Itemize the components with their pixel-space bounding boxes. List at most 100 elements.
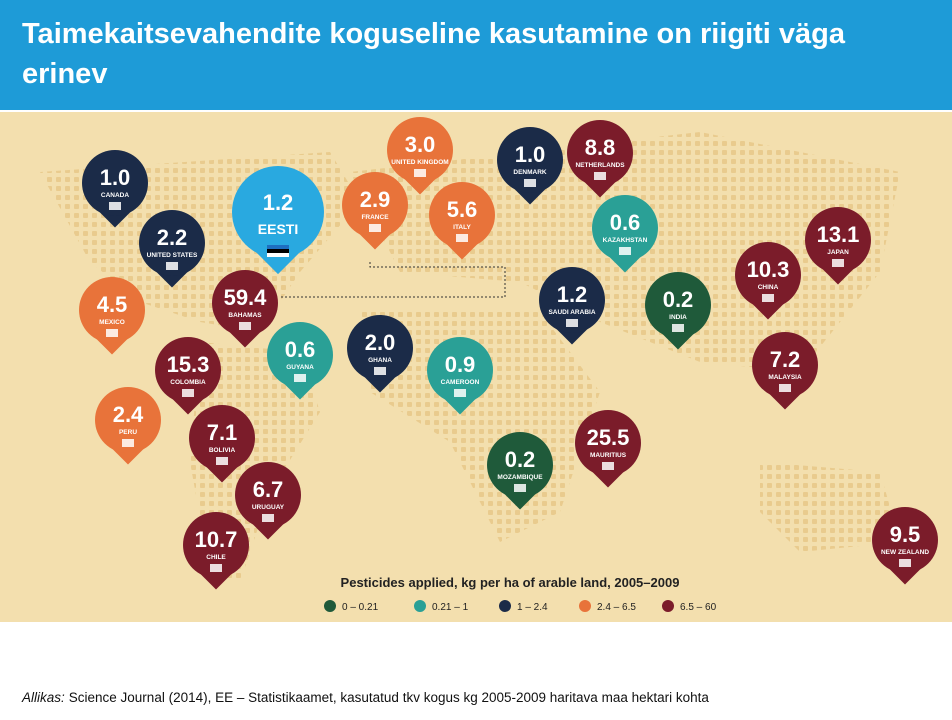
pin-flag (267, 249, 289, 253)
legend-label: 1 – 2.4 (517, 602, 548, 613)
pin-circle (872, 507, 938, 573)
legend-swatch (662, 600, 674, 612)
map-pin: 15.3 COLOMBIA (155, 337, 221, 415)
pin-flag (182, 389, 194, 397)
legend-swatch (579, 600, 591, 612)
pin-value: 2.9 (360, 187, 391, 212)
pin-country: UNITED STATES (147, 252, 198, 259)
pin-country: MALAYSIA (768, 374, 802, 381)
pin-circle (592, 195, 658, 261)
map-pin: 9.5 NEW ZEALAND (872, 507, 938, 585)
legend-label: 2.4 – 6.5 (597, 602, 636, 613)
legend-swatch (499, 600, 511, 612)
pin-flag (369, 224, 381, 232)
legend-swatch (324, 600, 336, 612)
pin-flag (619, 247, 631, 255)
pin-value: 0.9 (445, 352, 476, 377)
pin-country: PERU (119, 429, 137, 436)
slide-title: Taimekaitsevahendite koguseline kasutami… (22, 18, 846, 90)
map-pin: 4.5 MEXICO (79, 277, 145, 355)
pin-flag (216, 457, 228, 465)
map-pin: 1.2 EESTI (232, 166, 324, 275)
pin-country: MEXICO (99, 319, 125, 326)
pin-country: NETHERLANDS (575, 162, 625, 169)
map-pin: 10.7 CHILE (183, 512, 249, 590)
pin-country: INDIA (669, 314, 687, 321)
pin-flag (239, 322, 251, 330)
pin-value: 25.5 (587, 425, 630, 450)
pin-country: COLOMBIA (170, 379, 206, 386)
pin-value: 7.2 (770, 347, 801, 372)
pin-country: BAHAMAS (228, 312, 262, 319)
pin-circle (82, 150, 148, 216)
pin-flag (267, 245, 289, 249)
pin-country: JAPAN (827, 249, 849, 256)
pin-flag (122, 439, 134, 447)
legend-title: Pesticides applied, kg per ha of arable … (341, 575, 680, 590)
pin-flag (514, 484, 526, 492)
pin-value: 10.3 (747, 257, 790, 282)
pin-circle (347, 315, 413, 381)
legend-label: 6.5 – 60 (680, 602, 717, 613)
pin-value: 2.0 (365, 330, 396, 355)
pin-value: 7.1 (207, 420, 238, 445)
pin-circle (235, 462, 301, 528)
pin-country: CHINA (758, 284, 779, 291)
pin-circle (79, 277, 145, 343)
pin-flag (779, 384, 791, 392)
pin-value: 1.2 (263, 190, 294, 215)
legend-label: 0.21 – 1 (432, 602, 469, 613)
map-pin: 6.7 URUGUAY (235, 462, 301, 540)
map-pin: 13.1 JAPAN (805, 207, 871, 285)
pin-value: 0.6 (285, 337, 316, 362)
pin-circle (429, 182, 495, 248)
source-note: Allikas: Science Journal (2014), EE – Sta… (22, 690, 709, 705)
map-pin: 5.6 ITALY (429, 182, 495, 260)
map-pin: 25.5 MAURITIUS (575, 410, 641, 488)
pin-value: 0.6 (610, 210, 641, 235)
map-pin: 1.2 SAUDI ARABIA (539, 267, 605, 345)
pin-value: 2.2 (157, 225, 188, 250)
header-bar: Taimekaitsevahendite koguseline kasutami… (0, 0, 952, 110)
map-pin: 7.2 MALAYSIA (752, 332, 818, 410)
pin-flag (602, 462, 614, 470)
source-label: Allikas: (22, 690, 65, 705)
pin-country: UNITED KINGDOM (391, 159, 448, 166)
pin-value: 9.5 (890, 522, 921, 547)
pin-flag (524, 179, 536, 187)
map-pin: 0.2 INDIA (645, 272, 711, 350)
pin-value: 1.2 (557, 282, 588, 307)
pin-flag (374, 367, 386, 375)
pin-country: CHILE (206, 554, 226, 561)
pin-flag (210, 564, 222, 572)
pin-value: 4.5 (97, 292, 128, 317)
pin-flag (832, 259, 844, 267)
pin-circle (497, 127, 563, 193)
pin-flag (672, 324, 684, 332)
pin-value: 6.7 (253, 477, 284, 502)
pin-value: 2.4 (113, 402, 144, 427)
pin-flag (106, 329, 118, 337)
map-pin: 1.0 DENMARK (497, 127, 563, 205)
source-text: Science Journal (2014), EE – Statistikaa… (68, 690, 709, 705)
pin-flag (109, 202, 121, 210)
pin-flag (267, 253, 289, 257)
map-pin: 2.9 FRANCE (342, 172, 408, 250)
pin-circle (189, 405, 255, 471)
pin-value: 13.1 (817, 222, 860, 247)
pin-country: CAMEROON (441, 379, 480, 386)
pin-value: 0.2 (505, 447, 536, 472)
pin-country: NEW ZEALAND (881, 549, 929, 556)
pin-country: KAZAKHSTAN (603, 237, 648, 244)
pin-value: 15.3 (167, 352, 210, 377)
pin-flag (414, 169, 426, 177)
pin-country: BOLIVIA (209, 447, 236, 454)
map-pin: 0.6 GUYANA (267, 322, 333, 400)
pin-country: MOZAMBIQUE (497, 474, 543, 481)
pin-country: GUYANA (286, 364, 314, 371)
pin-circle (805, 207, 871, 273)
map-pin: 59.4 BAHAMAS (212, 270, 278, 348)
pin-flag (594, 172, 606, 180)
map-pin: 0.9 CAMEROON (427, 337, 493, 415)
